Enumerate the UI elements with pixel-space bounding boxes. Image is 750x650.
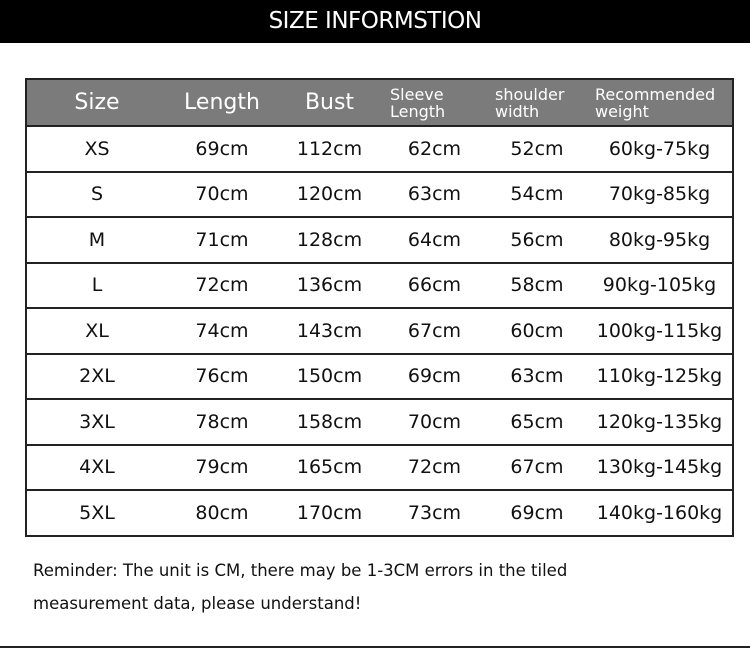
- divider: [0, 646, 750, 648]
- table-cell: 78cm: [195, 410, 249, 433]
- column-header: Sleeve Length: [390, 84, 446, 121]
- table-cell: 63cm: [510, 365, 564, 388]
- table-row: 4XL 79cm 165cm 72cm 67cm 130kg-145kg: [27, 446, 732, 491]
- column-header: Recommended weight: [595, 84, 716, 121]
- table-cell: 69cm: [510, 501, 564, 524]
- table-cell: 72cm: [407, 456, 462, 479]
- table-row: XS 69cm 112cm 62cm 52cm 60kg-75kg: [27, 127, 732, 173]
- table-cell: XL: [85, 319, 109, 342]
- table-cell: 165cm: [296, 456, 363, 479]
- table-cell: 5XL: [79, 501, 115, 524]
- column-header: shoulder width: [495, 84, 565, 121]
- table-row: S 70cm 120cm 63cm 54cm 70kg-85kg: [27, 173, 732, 218]
- table-cell: 74cm: [195, 319, 249, 342]
- table-cell: 63cm: [407, 183, 462, 206]
- table-cell: 79cm: [195, 456, 249, 479]
- table-cell: XS: [84, 137, 110, 160]
- table-row: 2XL 76cm 150cm 69cm 63cm 110kg-125kg: [27, 355, 732, 400]
- table-cell: 69cm: [195, 137, 249, 160]
- table-cell: 80kg-95kg: [608, 228, 711, 251]
- table-header-row: Size Length Bust Sleeve Length shoulder width R…: [27, 80, 732, 127]
- reminder-line: measurement data, please understand!: [33, 594, 362, 613]
- table-cell: 158cm: [296, 410, 363, 433]
- table-cell: 130kg-145kg: [596, 456, 723, 479]
- table-cell: 170cm: [296, 501, 363, 524]
- table-cell: 58cm: [510, 274, 564, 297]
- table-cell: 60cm: [510, 319, 564, 342]
- table-cell: 67cm: [510, 456, 564, 479]
- table-cell: 128cm: [296, 228, 363, 251]
- column-header: Bust: [304, 90, 355, 115]
- table-row: 3XL 78cm 158cm 70cm 65cm 120kg-135kg: [27, 400, 732, 446]
- table-cell: 100kg-115kg: [596, 319, 723, 342]
- table-cell: 67cm: [407, 319, 462, 342]
- table-cell: 66cm: [407, 274, 462, 297]
- table-cell: 56cm: [510, 228, 564, 251]
- table-cell: 65cm: [510, 410, 564, 433]
- table-cell: 4XL: [79, 456, 115, 479]
- table-cell: 70kg-85kg: [608, 183, 711, 206]
- table-cell: 71cm: [195, 228, 249, 251]
- table-cell: 80cm: [195, 501, 249, 524]
- table-cell: 60kg-75kg: [608, 137, 711, 160]
- table-cell: 136cm: [296, 274, 363, 297]
- table-cell: 90kg-105kg: [602, 274, 717, 297]
- table-cell: 3XL: [79, 410, 115, 433]
- table-cell: M: [88, 228, 106, 251]
- table-cell: L: [91, 274, 103, 297]
- table-cell: 140kg-160kg: [596, 501, 723, 524]
- table-cell: 120cm: [296, 183, 363, 206]
- table-cell: S: [90, 183, 104, 206]
- table-cell: 143cm: [296, 319, 363, 342]
- column-header: Size: [74, 90, 120, 115]
- table-row: M 71cm 128cm 64cm 56cm 80kg-95kg: [27, 218, 732, 264]
- table-cell: 70cm: [407, 410, 462, 433]
- table-cell: 76cm: [195, 365, 249, 388]
- table-cell: 112cm: [296, 137, 363, 160]
- size-table: Size Length Bust Sleeve Length shoulder width R…: [25, 78, 734, 537]
- table-cell: 70cm: [195, 183, 249, 206]
- table-cell: 69cm: [407, 365, 462, 388]
- table-cell: 120kg-135kg: [596, 410, 723, 433]
- reminder-line: Reminder: The unit is CM, there may be 1…: [33, 561, 568, 580]
- table-cell: 150cm: [296, 365, 363, 388]
- table-cell: 72cm: [195, 274, 249, 297]
- table-cell: 110kg-125kg: [596, 365, 723, 388]
- table-cell: 62cm: [407, 137, 462, 160]
- table-row: L 72cm 136cm 66cm 58cm 90kg-105kg: [27, 264, 732, 309]
- column-header: Length: [184, 90, 260, 115]
- table-cell: 2XL: [79, 365, 115, 388]
- table-cell: 73cm: [407, 501, 462, 524]
- table-cell: 64cm: [407, 228, 462, 251]
- reminder-note: Reminder: The unit is CM, there may be 1…: [33, 554, 733, 620]
- table-row: XL 74cm 143cm 67cm 60cm 100kg-115kg: [27, 309, 732, 355]
- page-title: SIZE INFORMSTION: [0, 0, 750, 43]
- table-cell: 54cm: [510, 183, 564, 206]
- table-row: 5XL 80cm 170cm 73cm 69cm 140kg-160kg: [27, 491, 732, 537]
- table-cell: 52cm: [510, 137, 564, 160]
